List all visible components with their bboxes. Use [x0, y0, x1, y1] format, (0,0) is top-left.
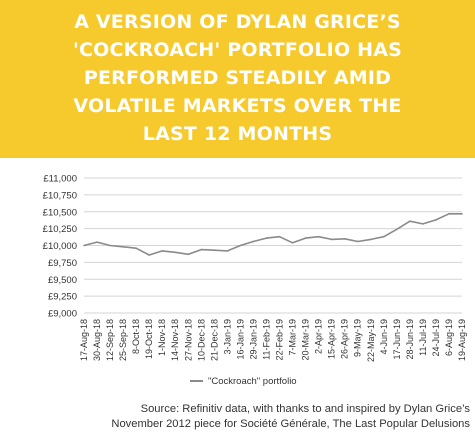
source-note: Source: Refinitiv data, with thanks to a…: [60, 402, 470, 432]
data-point: [356, 240, 359, 243]
title-line: 'COCKROACH' PORTFOLIO HAS: [72, 39, 402, 61]
title-line: PERFORMED STEADILY AMID: [83, 67, 392, 89]
x-tick-label: 10-Dec-18: [196, 319, 206, 361]
data-point: [369, 238, 372, 241]
data-point: [252, 240, 255, 243]
data-point: [435, 219, 437, 221]
x-tick-label: 19-Oct-18: [144, 319, 154, 359]
y-tick-label: £9,500: [48, 275, 77, 286]
x-tick-label: 11-Feb-19: [261, 319, 271, 360]
data-point: [304, 237, 307, 239]
x-tick-label: 30-Aug-18: [92, 319, 102, 361]
x-tick-label: 26-Apr-19: [340, 319, 350, 359]
x-tick-label: 20-Mar-19: [301, 319, 311, 361]
data-point: [200, 248, 203, 251]
data-point: [122, 246, 124, 248]
title-line: VOLATILE MARKETS OVER THE: [73, 95, 402, 117]
data-point: [448, 212, 450, 215]
x-tick-label: 28-Jun-19: [405, 319, 415, 360]
data-point: [83, 244, 85, 247]
title-banner: [0, 0, 475, 158]
data-point: [343, 237, 346, 240]
title-line: LAST 12 MONTHS: [142, 123, 333, 145]
data-point: [148, 254, 150, 256]
x-tick-label: 22-May-19: [366, 319, 376, 362]
series-line-cockroach: [83, 212, 462, 256]
title-line: A VERSION OF DYLAN GRICE’S: [74, 11, 401, 33]
x-tick-label: 9-May-19: [353, 319, 363, 357]
y-tick-label: £10,000: [43, 241, 77, 252]
x-tick-label: 17-Aug-18: [79, 319, 89, 361]
y-tick-label: £9,000: [48, 309, 77, 320]
y-tick-label: £9,750: [48, 258, 77, 269]
data-point: [422, 223, 424, 225]
x-tick-label: 22-Feb-19: [275, 319, 285, 361]
x-tick-label: 19-Aug-19: [457, 319, 467, 361]
data-point: [317, 235, 320, 238]
data-point: [278, 235, 281, 238]
data-point: [96, 241, 98, 243]
data-point: [461, 212, 463, 215]
y-tick-label: £10,750: [43, 190, 77, 201]
data-point: [161, 250, 164, 252]
x-tick-label: 11-Jul-19: [418, 319, 428, 356]
x-tick-label: 12-Sep-18: [105, 319, 115, 361]
line-chart: £9,000 £9,250 £9,500 £9,750 £10,000 £10,250 £1…: [43, 174, 467, 388]
x-tick-label: 21-Dec-18: [209, 319, 219, 361]
data-point: [226, 250, 229, 252]
data-point: [135, 247, 137, 249]
data-point: [291, 242, 294, 244]
y-tick-label: £9,250: [48, 292, 77, 303]
legend-label: "Cockroach" portfolio: [208, 376, 297, 387]
data-point: [109, 244, 111, 247]
x-tick-label: 7-Mar-19: [288, 319, 298, 356]
source-line: November 2012 piece for Société Générale…: [111, 418, 470, 430]
data-point: [239, 244, 242, 247]
x-tick-label: 27-Nov-18: [183, 319, 193, 361]
x-tick-label: 4-Jun-19: [379, 319, 389, 355]
data-point: [265, 237, 268, 239]
x-tick-label: 29-Jan-19: [248, 319, 258, 360]
x-tick-label: 3-Jan-19: [222, 319, 232, 355]
data-point: [187, 253, 190, 256]
data-point: [409, 220, 411, 222]
x-tick-label: 24-Jul-19: [431, 319, 441, 357]
chart-title: A VERSION OF DYLAN GRICE’S 'COCKROACH' P…: [10, 8, 465, 148]
source-line: Source: Refinitiv data, with thanks to a…: [140, 403, 470, 415]
data-point: [174, 251, 177, 254]
x-tick-label: 14-Nov-18: [170, 319, 180, 361]
x-tick-label: 16-Jan-19: [235, 319, 245, 360]
data-point: [396, 228, 398, 231]
y-tick-label: £10,500: [43, 207, 77, 218]
y-tick-label: £11,000: [43, 174, 77, 185]
data-point: [213, 249, 216, 252]
data-point: [330, 238, 333, 241]
x-tick-label: 2-Apr-19: [314, 319, 324, 354]
x-tick-label: 6-Aug-19: [444, 319, 454, 356]
x-tick-label: 15-Apr-19: [327, 319, 337, 359]
x-tick-label: 8-Oct-18: [131, 319, 141, 354]
data-point: [382, 235, 385, 238]
x-tick-label: 17-Jun-19: [392, 319, 402, 360]
x-tick-label: 1-Nov-18: [157, 319, 167, 356]
x-tick-label: 25-Sep-18: [118, 319, 128, 361]
y-tick-label: £10,250: [43, 224, 77, 235]
